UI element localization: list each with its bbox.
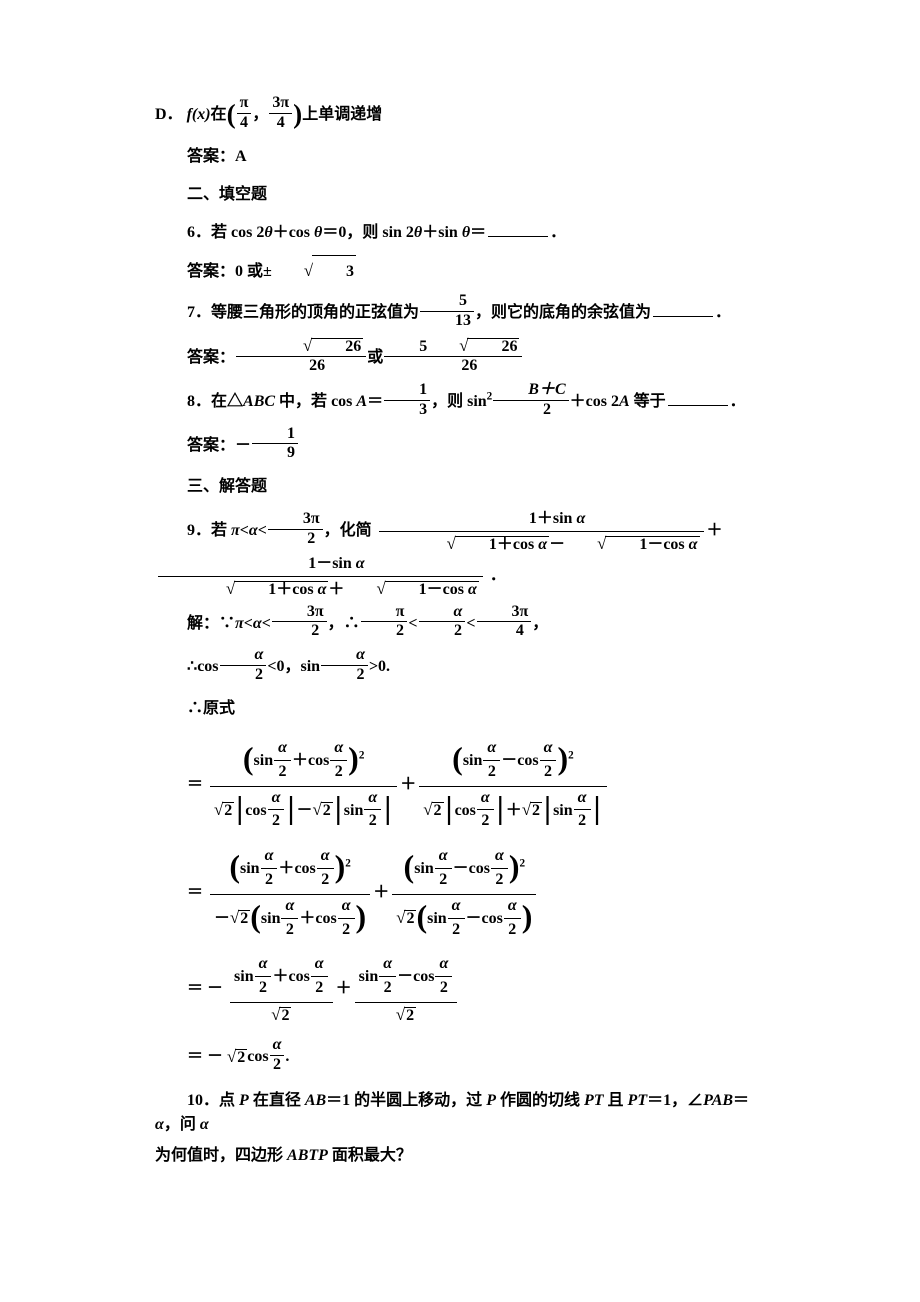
ans8-frac: 19: [252, 426, 298, 463]
q6-sin2: sin 2: [382, 224, 414, 241]
question-9: 9．若 π<α<3π2，化简 1＋sin α 1＋cos α－1－cos α ＋…: [155, 509, 770, 598]
q8-sin: sin: [467, 393, 487, 410]
section-3-heading: 三、解答题: [155, 471, 770, 502]
q6-plus2: ＋: [422, 224, 438, 241]
ans8-label: 答案：－: [187, 437, 251, 454]
q9-pi: π<: [231, 522, 249, 539]
q6-eq: ＝: [470, 224, 486, 241]
q6-theta4: θ: [462, 224, 470, 241]
sqrt-icon: 3: [272, 255, 356, 288]
option-d-suffix: 上单调递增: [302, 106, 382, 123]
q8-sup2: 2: [487, 391, 493, 403]
q6-plus1: ＋: [273, 224, 289, 241]
q9-plus: ＋: [707, 522, 723, 539]
ans7-label: 答案：: [187, 348, 235, 365]
answer-a: 答案：A: [155, 141, 770, 172]
q6-sin: sin: [438, 224, 462, 241]
q9-period: ．: [486, 567, 506, 584]
eq9-row4: ＝ － 2cosα2.: [187, 1039, 770, 1076]
eq9-row3: ＝ － sinα2＋cosα2 2 ＋ sinα2－cosα2 2: [187, 954, 770, 1024]
q7-t2: ，则它的底角的余弦值为: [475, 304, 651, 321]
q8-eq: ＝: [367, 393, 383, 410]
q8-t4: 等于: [630, 393, 666, 410]
q9-bigfrac2: 1－sin α 1＋cos α＋1－cos α: [158, 554, 483, 599]
option-d-prefix: D．: [155, 106, 183, 123]
q9-num: 9．: [187, 522, 211, 539]
ans6-label: 答案：: [187, 263, 235, 280]
answer-6: 答案：0 或±3: [155, 255, 770, 288]
sol9-line2: ∴cosα2<0，sinα2>0.: [155, 649, 770, 686]
q8-A: A: [356, 393, 367, 410]
question-8: 8．在△ABC 中，若 cos A＝13，则 sin2B＋C2＋cos 2A 等…: [155, 384, 770, 421]
q9-3pi2: 3π2: [268, 511, 323, 548]
q9-alpha: α: [249, 522, 258, 539]
q8-frac-bc: B＋C2: [493, 382, 568, 419]
eq9-row1: ＝ (sinα2＋cosα2)2 2|cosα2|－2|sinα2| ＋ (si…: [187, 738, 770, 832]
question-10-line2: 为何值时，四边形 ABTP 面积最大？: [155, 1144, 770, 1168]
ans7-frac2: 52626: [384, 337, 522, 376]
blank-fill: [668, 391, 728, 406]
interval-left-frac: π4: [237, 95, 252, 132]
ans6-or: 或: [247, 263, 263, 280]
lparen-icon: (: [227, 99, 236, 129]
sol9-l1-pre: 解：∵: [187, 615, 235, 632]
q8-abc: ABC: [243, 393, 275, 410]
q7-t1: 等腰三角形的顶角的正弦值为: [211, 304, 419, 321]
q6-cos2: cos 2: [231, 224, 264, 241]
answer-7: 答案：2626或52626: [155, 339, 770, 378]
q7-period: ．: [715, 304, 731, 321]
q6-period: ．: [550, 224, 566, 241]
question-10-line1: 10．点 P 在直径 AB＝1 的半圆上移动，过 P 作圆的切线 PT 且 PT…: [155, 1089, 770, 1137]
q8-frac13: 13: [384, 382, 430, 419]
q8-period: ．: [730, 393, 746, 410]
option-d: D． f(x)在(π4，3π4)上单调递增: [155, 97, 770, 134]
section-2-heading: 二、填空题: [155, 179, 770, 210]
q6-eq0: ＝0，则: [322, 224, 382, 241]
question-7: 7．等腰三角形的顶角的正弦值为513，则它的底角的余弦值为 ．: [155, 295, 770, 332]
rparen-icon: ): [293, 99, 302, 129]
eq9-block: ＝ (sinα2＋cosα2)2 2|cosα2|－2|sinα2| ＋ (si…: [187, 738, 770, 1075]
q9-t1: 若: [211, 522, 231, 539]
q6-theta3: θ: [414, 224, 422, 241]
sol9-line3: ∴原式: [155, 693, 770, 724]
comma: ，: [252, 106, 268, 123]
ans6-zero: 0: [235, 263, 247, 280]
q6-cos: cos: [289, 224, 314, 241]
q8-cos2: cos 2: [586, 393, 619, 410]
interval-right-frac: 3π4: [269, 95, 292, 132]
question-6: 6．若 cos 2θ＋cos θ＝0，则 sin 2θ＋sin θ＝．: [155, 217, 770, 248]
q8-t1: 在△: [211, 393, 243, 410]
answer-8: 答案：－19: [155, 428, 770, 465]
option-d-mid: 在: [211, 106, 227, 123]
q8-A2: A: [619, 393, 630, 410]
q6-t1: 若: [211, 224, 231, 241]
q8-cos: cos: [331, 393, 356, 410]
q7-num: 7．: [187, 304, 211, 321]
ans7-frac1: 2626: [236, 337, 366, 376]
q7-frac: 513: [420, 293, 474, 330]
eq9-row2: ＝ (sinα2＋cosα2)2 －2(sinα2＋cosα2) ＋ (sinα…: [187, 846, 770, 940]
q8-num: 8．: [187, 393, 211, 410]
q8-plus: ＋: [570, 393, 586, 410]
blank-fill: [488, 222, 548, 237]
blank-fill: [653, 301, 713, 316]
q9-t2: ，化简: [324, 522, 372, 539]
q6-theta1: θ: [264, 224, 272, 241]
q9-lt: <: [258, 522, 267, 539]
q8-t2: 中，若: [275, 393, 331, 410]
q9-bigfrac1: 1＋sin α 1＋cos α－1－cos α: [379, 509, 704, 554]
option-d-fx: f(x): [187, 106, 211, 123]
ans7-or: 或: [367, 348, 383, 365]
q6-num: 6．: [187, 224, 211, 241]
sol9-line1: 解：∵π<α<3π2，∴π2<α2<3π4，: [155, 606, 770, 643]
q8-t3: ，则: [431, 393, 467, 410]
q10-num: 10．: [187, 1092, 219, 1109]
ans6-pm: ±: [263, 263, 272, 280]
